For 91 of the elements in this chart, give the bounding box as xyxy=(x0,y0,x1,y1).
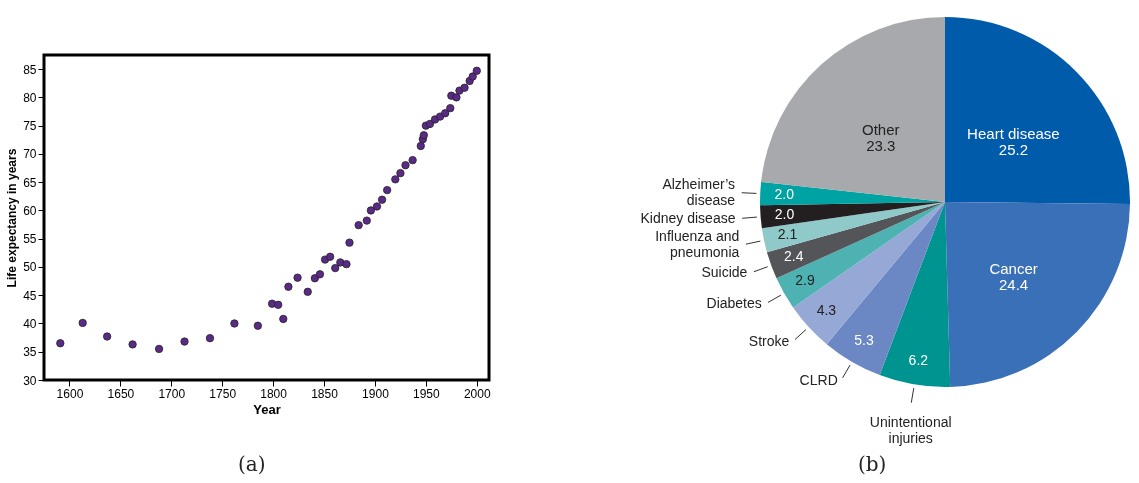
slice-label: Cancer xyxy=(989,260,1038,278)
text: (a) xyxy=(238,452,266,476)
data-label: 2.0 xyxy=(774,205,795,222)
data-label: 2.0 xyxy=(774,185,795,202)
point xyxy=(408,156,417,165)
point xyxy=(419,131,428,140)
data-label: 4.3 xyxy=(816,301,837,318)
slice-label: Heart disease xyxy=(967,125,1060,143)
point xyxy=(446,104,455,113)
x-tick-label: 1600 xyxy=(56,386,84,401)
slice-label: Influenza and pneumonia xyxy=(655,227,740,260)
slice-label: Unintentional injuries xyxy=(869,414,952,447)
x-tick-label: 1900 xyxy=(362,386,390,401)
data-label: 2.1 xyxy=(777,226,798,243)
point xyxy=(416,141,425,151)
y-tick-label: 55 xyxy=(23,232,37,247)
x-axis-title: Year xyxy=(253,401,281,417)
point xyxy=(425,119,435,129)
point xyxy=(284,282,293,291)
point xyxy=(103,332,112,341)
point xyxy=(391,175,400,184)
data-label: 23.3 xyxy=(866,137,896,155)
point xyxy=(401,161,410,170)
point xyxy=(362,216,371,225)
x-tick-label: 1950 xyxy=(413,386,441,401)
y-tick-label: 65 xyxy=(23,175,37,190)
y-tick-label: 40 xyxy=(23,316,37,331)
slice-label: Other xyxy=(862,121,900,139)
slice-label: Diabetes xyxy=(706,295,762,312)
point xyxy=(354,221,363,230)
data-label: 6.2 xyxy=(908,351,929,368)
slice-label: CLRD xyxy=(799,372,838,389)
point xyxy=(128,340,137,349)
point xyxy=(293,273,302,282)
point xyxy=(56,339,65,348)
x-tick-label: 1800 xyxy=(260,386,288,401)
point xyxy=(279,314,288,324)
y-tick-label: 35 xyxy=(23,345,37,360)
pie-slice xyxy=(761,202,945,253)
point xyxy=(468,72,477,81)
point xyxy=(342,260,351,269)
slice-label: Kidney disease xyxy=(640,209,736,226)
slice-label: Suicide xyxy=(701,264,748,281)
y-tick-label: 45 xyxy=(23,288,37,303)
data-label: 25.2 xyxy=(998,141,1028,159)
pie-slice xyxy=(945,202,1130,387)
slice-label: Alzheimer’s disease xyxy=(662,175,736,208)
point xyxy=(303,287,312,296)
point xyxy=(372,202,382,211)
point xyxy=(441,109,450,118)
point xyxy=(460,83,469,92)
point xyxy=(315,270,325,279)
point xyxy=(366,206,375,215)
y-tick-label: 85 xyxy=(23,62,37,77)
text: (b) xyxy=(858,452,887,476)
point xyxy=(230,319,239,328)
data-label: 2.4 xyxy=(784,248,804,265)
point xyxy=(452,93,461,102)
y-tick-label: 60 xyxy=(23,203,37,218)
pie-slice xyxy=(760,202,945,229)
point xyxy=(78,318,87,328)
x-tick-label: 1700 xyxy=(158,386,186,401)
y-axis-title: Life expectancy in years xyxy=(5,148,20,288)
point xyxy=(383,185,392,195)
point xyxy=(331,263,340,273)
point xyxy=(180,337,189,346)
point xyxy=(253,321,262,330)
x-tick-label: 1850 xyxy=(311,386,339,401)
pie-slice xyxy=(879,202,951,387)
x-tick-label: 1650 xyxy=(107,386,135,401)
y-tick-label: 30 xyxy=(23,373,37,388)
y-tick-label: 80 xyxy=(23,90,37,105)
point xyxy=(377,195,387,204)
y-tick-label: 50 xyxy=(23,260,37,275)
point xyxy=(154,344,164,354)
point xyxy=(326,252,335,261)
x-tick-label: 2000 xyxy=(463,386,491,401)
point xyxy=(274,300,283,309)
point xyxy=(345,238,354,247)
x-tick-label: 1750 xyxy=(209,386,237,401)
y-tick-label: 75 xyxy=(23,119,37,134)
point xyxy=(205,334,215,343)
pie-slice xyxy=(945,17,1130,205)
data-label: 5.3 xyxy=(854,332,874,349)
y-tick-label: 70 xyxy=(23,147,37,162)
point xyxy=(472,66,481,75)
pie-slice xyxy=(761,17,945,202)
point xyxy=(396,169,405,178)
data-label: 2.9 xyxy=(795,272,815,289)
slice-label: Stroke xyxy=(748,333,790,350)
data-label: 24.4 xyxy=(999,276,1029,294)
